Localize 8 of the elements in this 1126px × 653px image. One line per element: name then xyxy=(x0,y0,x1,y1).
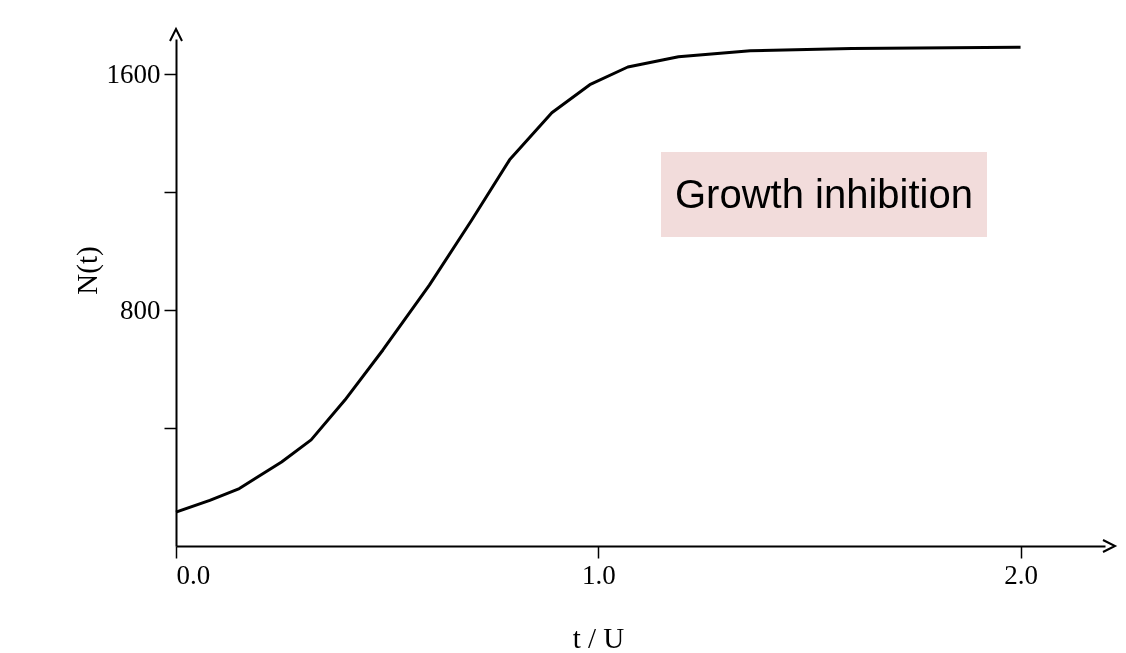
y-tick-label: 1600 xyxy=(106,58,161,89)
x-tick-label: 0.0 xyxy=(176,559,211,590)
y-tick-label: 800 xyxy=(120,294,161,325)
x-tick-label: 1.0 xyxy=(581,559,616,590)
y-axis-title: N(t) xyxy=(70,246,104,295)
x-tick-label: 2.0 xyxy=(1004,559,1038,590)
annotation: Growth inhibition xyxy=(661,152,987,237)
x-axis-title: t / U xyxy=(572,621,625,653)
